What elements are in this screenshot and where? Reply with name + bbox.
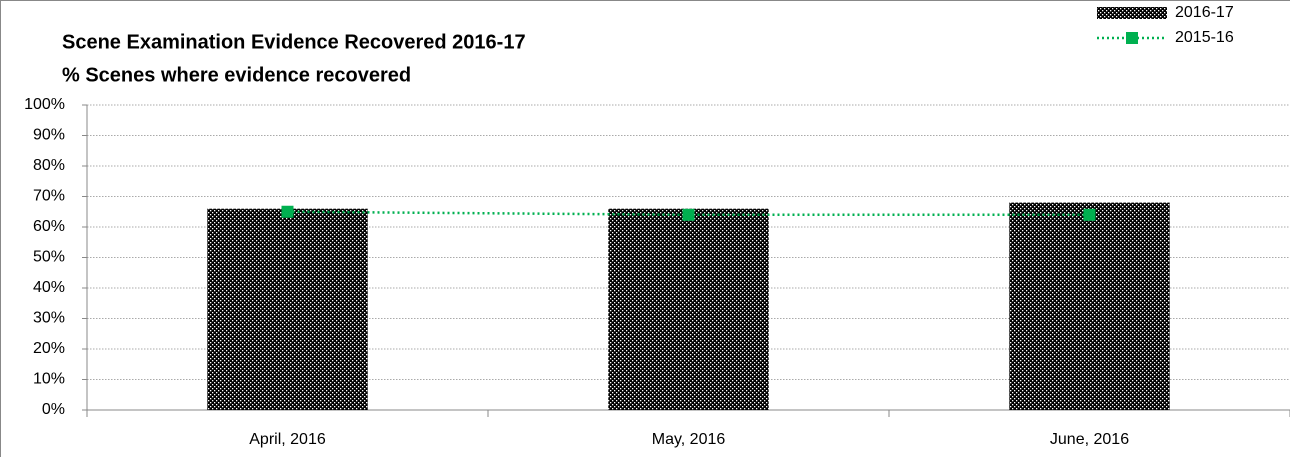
marker — [682, 208, 695, 221]
y-tick-label: 30% — [33, 310, 65, 327]
chart-title: Scene Examination Evidence Recovered 201… — [62, 31, 526, 53]
y-tick-label: 90% — [33, 127, 65, 144]
x-tick-label: June, 2016 — [1050, 431, 1129, 448]
y-tick-label: 80% — [33, 157, 65, 174]
y-tick-label: 20% — [33, 340, 65, 357]
marker — [281, 205, 294, 218]
y-tick-label: 60% — [33, 218, 65, 235]
x-tick-label: May, 2016 — [652, 431, 726, 448]
bar — [608, 208, 769, 410]
legend-label: 2015-16 — [1175, 29, 1234, 46]
chart-subtitle: % Scenes where evidence recovered — [62, 64, 411, 86]
x-tick-label: April, 2016 — [249, 431, 326, 448]
bar — [1009, 202, 1170, 410]
legend-label: 2016-17 — [1175, 4, 1234, 21]
y-tick-label: 0% — [42, 401, 65, 418]
y-tick-label: 70% — [33, 188, 65, 205]
y-tick-label: 100% — [24, 96, 65, 113]
marker — [1083, 208, 1096, 221]
y-tick-label: 50% — [33, 249, 65, 266]
legend-swatch — [1097, 7, 1167, 19]
y-tick-label: 10% — [33, 371, 65, 388]
bar — [207, 208, 368, 410]
legend-marker — [1126, 32, 1138, 44]
y-tick-label: 40% — [33, 279, 65, 296]
